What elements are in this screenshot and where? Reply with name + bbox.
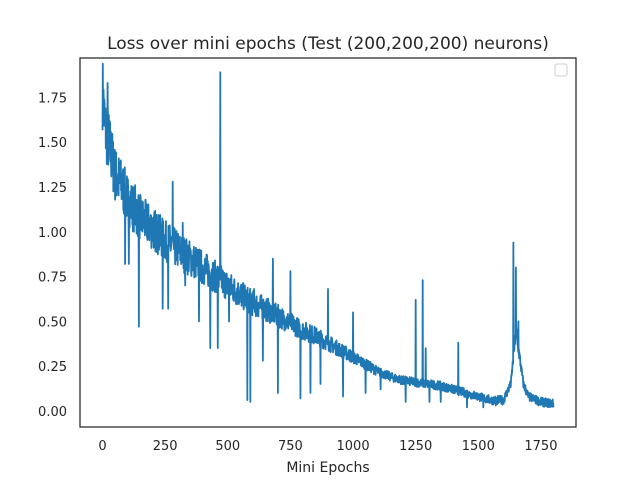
y-tick-label: 0.50 [38,315,67,330]
chart-title: Loss over mini epochs (Test (200,200,200… [107,34,549,54]
y-tick-label: 1.50 [38,136,67,151]
legend-box [554,63,568,77]
y-tick-label: 1.25 [38,181,67,196]
x-tick-label: 0 [98,439,106,454]
x-tick-label: 250 [153,439,178,454]
loss-series-line [101,62,555,409]
x-tick-label: 1500 [462,439,495,454]
x-tick-label: 1250 [399,439,432,454]
x-tick-label: 750 [278,439,303,454]
x-tick-label: 1000 [337,439,370,454]
x-tick-label: 500 [215,439,240,454]
x-axis-ticks: 0 250 500 750 1000 1250 1500 1750 [98,439,557,454]
x-axis-title: Mini Epochs [286,460,369,476]
y-tick-label: 0.00 [38,405,67,420]
x-tick-label: 1750 [524,439,557,454]
plot-frame [79,57,577,428]
y-tick-label: 1.75 [38,91,67,106]
y-axis-ticks: 0.00 0.25 0.50 0.75 1.00 1.25 1.50 1.75 [38,91,67,419]
y-tick-label: 0.75 [38,271,67,286]
y-tick-label: 0.25 [38,360,67,375]
plot-area [101,62,555,409]
y-tick-label: 1.00 [38,226,67,241]
